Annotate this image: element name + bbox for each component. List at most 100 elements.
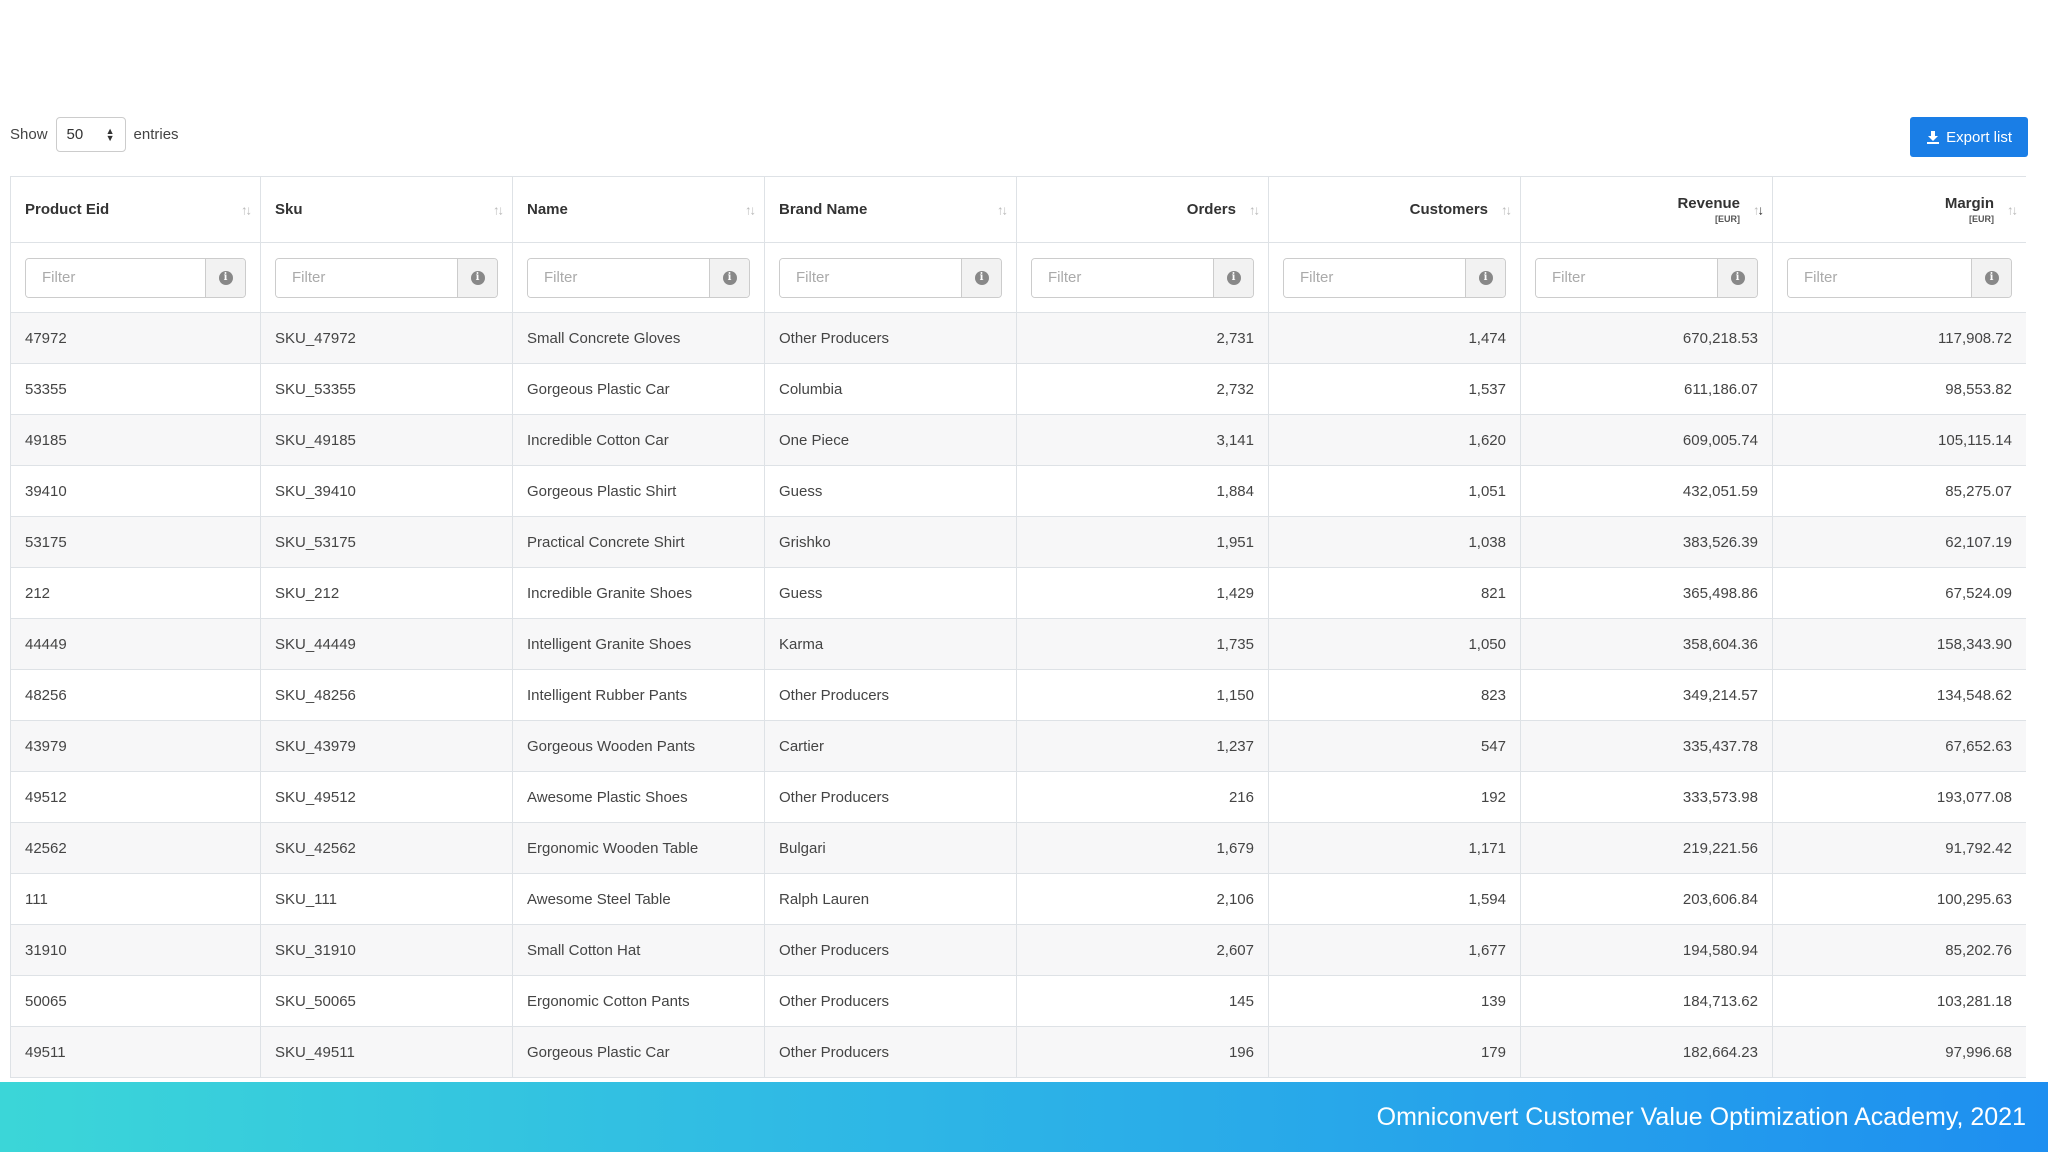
cell-name: Gorgeous Plastic Car [512, 363, 765, 415]
entries-label: entries [133, 126, 179, 143]
sort-icon[interactable]: ↑↓ [1753, 202, 1764, 217]
info-icon: i [470, 270, 485, 285]
column-header-revenue[interactable]: Revenue [EUR] ↑↓ [1520, 176, 1773, 243]
filter-info-button[interactable]: i [1717, 258, 1757, 297]
filter-info-button[interactable]: i [205, 258, 245, 297]
column-header-customers[interactable]: Customers ↑↓ [1268, 176, 1521, 243]
cell-sku: SKU_47972 [260, 312, 513, 364]
table-header-row: Product Eid ↑↓ Sku ↑↓ Name ↑↓ Brand Name ↑↓ Orde… [10, 176, 2026, 243]
products-table-wrapper: Product Eid ↑↓ Sku ↑↓ Name ↑↓ Brand Name ↑↓ Orde… [10, 176, 2026, 1082]
sort-icon[interactable]: ↑↓ [493, 202, 504, 217]
filter-group: i [1535, 257, 1758, 298]
cell-name: Intelligent Rubber Pants [512, 669, 765, 721]
filter-input-margin[interactable] [1788, 258, 1971, 297]
table-row[interactable]: 31910 SKU_31910 Small Cotton Hat Other Prod… [10, 924, 2026, 976]
sort-icon[interactable]: ↑↓ [745, 202, 756, 217]
column-header-brand[interactable]: Brand Name ↑↓ [764, 176, 1017, 243]
table-row[interactable]: 47972 SKU_47972 Small Concrete Gloves Other… [10, 312, 2026, 364]
filter-input-sku[interactable] [276, 258, 457, 297]
column-unit: [EUR] [1969, 214, 1994, 224]
cell-revenue: 365,498.86 [1520, 567, 1773, 619]
cell-name: Ergonomic Wooden Table [512, 822, 765, 874]
filter-input-customers[interactable] [1284, 258, 1465, 297]
cell-eid: 49512 [10, 771, 261, 823]
cell-margin: 117,908.72 [1772, 312, 2026, 364]
column-header-name[interactable]: Name ↑↓ [512, 176, 765, 243]
filter-input-brand[interactable] [780, 258, 961, 297]
cell-margin: 100,295.63 [1772, 873, 2026, 925]
sort-icon[interactable]: ↑↓ [997, 202, 1008, 217]
filter-input-eid[interactable] [26, 258, 205, 297]
filter-input-revenue[interactable] [1536, 258, 1717, 297]
sort-icon[interactable]: ↑↓ [2007, 202, 2018, 217]
filter-group: i [527, 257, 750, 298]
filter-input-name[interactable] [528, 258, 709, 297]
cell-sku: SKU_49511 [260, 1026, 513, 1078]
cell-customers: 1,620 [1268, 414, 1521, 466]
table-row[interactable]: 42562 SKU_42562 Ergonomic Wooden Table Bulg… [10, 822, 2026, 874]
cell-orders: 2,106 [1016, 873, 1269, 925]
column-header-sku[interactable]: Sku ↑↓ [260, 176, 513, 243]
cell-margin: 85,202.76 [1772, 924, 2026, 976]
table-row[interactable]: 48256 SKU_48256 Intelligent Rubber Pants Ot… [10, 669, 2026, 721]
cell-margin: 193,077.08 [1772, 771, 2026, 823]
cell-revenue: 670,218.53 [1520, 312, 1773, 364]
cell-margin: 67,524.09 [1772, 567, 2026, 619]
cell-revenue: 184,713.62 [1520, 975, 1773, 1027]
filter-info-button[interactable]: i [961, 258, 1001, 297]
sort-icon[interactable]: ↑↓ [241, 202, 252, 217]
filter-info-button[interactable]: i [1465, 258, 1505, 297]
cell-brand: Karma [764, 618, 1017, 670]
page-size-select[interactable]: 50 ▲ ▼ [55, 117, 126, 152]
banner-text: Omniconvert Customer Value Optimization … [1376, 1102, 2026, 1131]
cell-name: Small Cotton Hat [512, 924, 765, 976]
sort-icon[interactable]: ↑↓ [1249, 202, 1260, 217]
sort-icon[interactable]: ↑↓ [1501, 202, 1512, 217]
cell-revenue: 182,664.23 [1520, 1026, 1773, 1078]
cell-revenue: 219,221.56 [1520, 822, 1773, 874]
export-list-button[interactable]: Export list [1910, 117, 2028, 157]
table-row[interactable]: 53175 SKU_53175 Practical Concrete Shirt Gr… [10, 516, 2026, 568]
filter-info-button[interactable]: i [709, 258, 749, 297]
filter-group: i [275, 257, 498, 298]
table-row[interactable]: 43979 SKU_43979 Gorgeous Wooden Pants Carti… [10, 720, 2026, 772]
table-row[interactable]: 44449 SKU_44449 Intelligent Granite Shoes K… [10, 618, 2026, 670]
filter-group: i [25, 257, 246, 298]
filter-cell-brand: i [764, 242, 1017, 313]
cell-revenue: 383,526.39 [1520, 516, 1773, 568]
column-header-margin[interactable]: Margin [EUR] ↑↓ [1772, 176, 2026, 243]
cell-revenue: 194,580.94 [1520, 924, 1773, 976]
table-row[interactable]: 39410 SKU_39410 Gorgeous Plastic Shirt Gues… [10, 465, 2026, 517]
table-row[interactable]: 212 SKU_212 Incredible Granite Shoes Guess 1… [10, 567, 2026, 619]
cell-eid: 49511 [10, 1026, 261, 1078]
table-row[interactable]: 49185 SKU_49185 Incredible Cotton Car One P… [10, 414, 2026, 466]
table-row[interactable]: 53355 SKU_53355 Gorgeous Plastic Car Columb… [10, 363, 2026, 415]
cell-sku: SKU_43979 [260, 720, 513, 772]
table-row[interactable]: 49511 SKU_49511 Gorgeous Plastic Car Other … [10, 1026, 2026, 1078]
cell-orders: 196 [1016, 1026, 1269, 1078]
filter-input-orders[interactable] [1032, 258, 1213, 297]
cell-margin: 158,343.90 [1772, 618, 2026, 670]
cell-margin: 103,281.18 [1772, 975, 2026, 1027]
filter-info-button[interactable]: i [457, 258, 497, 297]
cell-revenue: 432,051.59 [1520, 465, 1773, 517]
cell-orders: 1,735 [1016, 618, 1269, 670]
cell-eid: 50065 [10, 975, 261, 1027]
column-label: Sku [275, 201, 303, 218]
cell-sku: SKU_50065 [260, 975, 513, 1027]
cell-brand: Other Producers [764, 975, 1017, 1027]
cell-brand: Other Producers [764, 924, 1017, 976]
column-label: Product Eid [25, 201, 110, 218]
cell-orders: 145 [1016, 975, 1269, 1027]
column-header-orders[interactable]: Orders ↑↓ [1016, 176, 1269, 243]
table-row[interactable]: 50065 SKU_50065 Ergonomic Cotton Pants Othe… [10, 975, 2026, 1027]
cell-revenue: 333,573.98 [1520, 771, 1773, 823]
table-filter-row: iiiiiiii [10, 242, 2026, 313]
cell-eid: 47972 [10, 312, 261, 364]
table-row[interactable]: 111 SKU_111 Awesome Steel Table Ralph Laure… [10, 873, 2026, 925]
filter-info-button[interactable]: i [1971, 258, 2011, 297]
filter-info-button[interactable]: i [1213, 258, 1253, 297]
column-label: Revenue [1677, 195, 1740, 212]
column-header-eid[interactable]: Product Eid ↑↓ [10, 176, 261, 243]
table-row[interactable]: 49512 SKU_49512 Awesome Plastic Shoes Other… [10, 771, 2026, 823]
